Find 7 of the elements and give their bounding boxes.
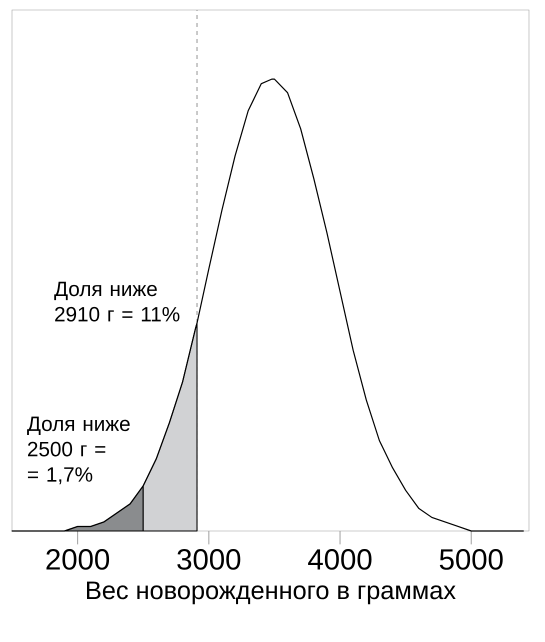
x-axis-title: Вес новорожденного в граммах xyxy=(87,582,456,604)
x-tick-label: 4000 xyxy=(308,549,372,570)
annotation: Доля ниже 2910 г = 11% xyxy=(54,282,180,322)
x-tick-label: 2000 xyxy=(46,549,110,570)
x-tick-label: 3000 xyxy=(177,549,240,570)
annotation: Доля ниже 2500 г = = 1,7% xyxy=(27,416,130,484)
x-tick-label: 5000 xyxy=(440,549,503,570)
